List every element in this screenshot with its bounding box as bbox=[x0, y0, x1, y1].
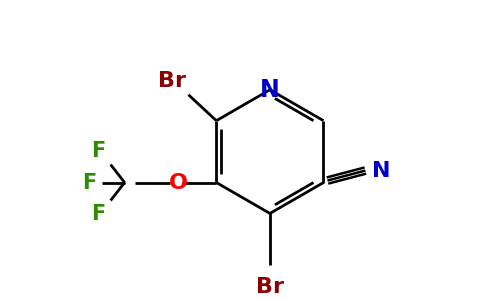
Text: O: O bbox=[169, 172, 188, 193]
Text: Br: Br bbox=[256, 277, 284, 297]
Text: N: N bbox=[260, 78, 280, 102]
Text: F: F bbox=[91, 141, 106, 160]
Text: N: N bbox=[372, 160, 391, 181]
Text: F: F bbox=[91, 205, 106, 224]
Text: Br: Br bbox=[158, 71, 186, 91]
Text: F: F bbox=[83, 172, 97, 193]
